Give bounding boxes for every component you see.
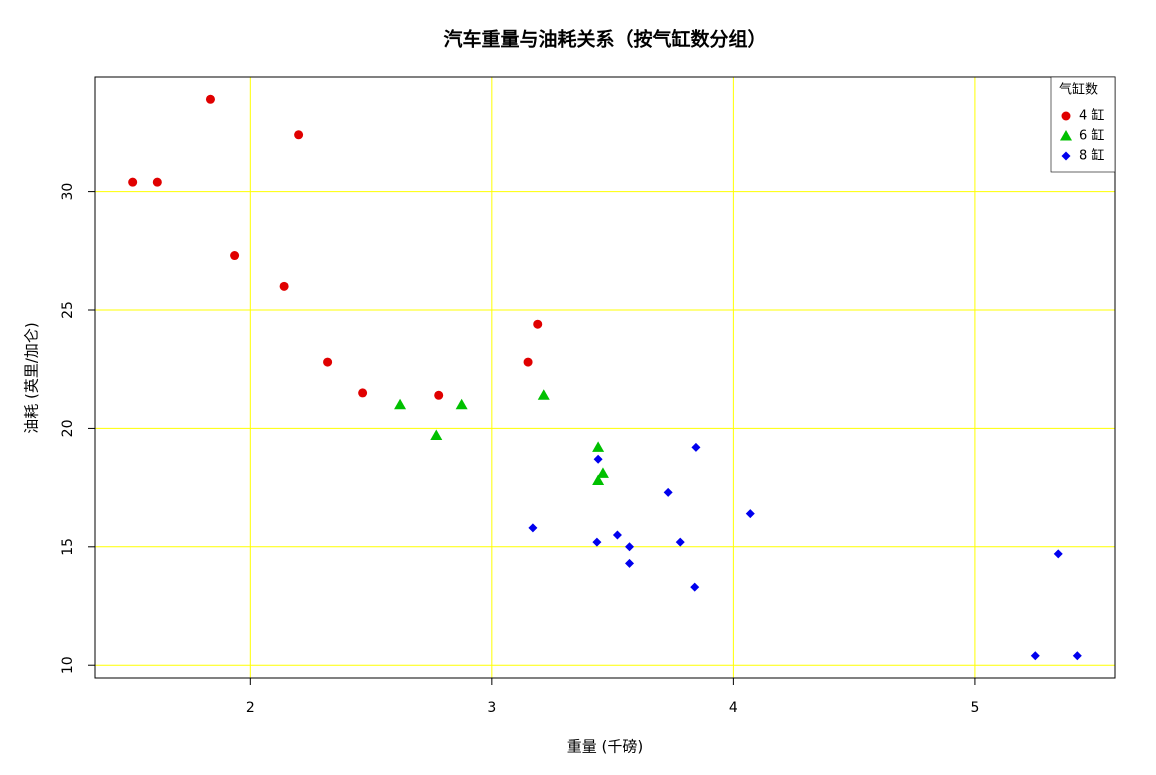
point bbox=[294, 130, 304, 140]
point bbox=[745, 509, 755, 519]
legend-label: 4 缸 bbox=[1079, 108, 1104, 124]
point bbox=[152, 177, 162, 187]
y-tick-label: 20 bbox=[60, 419, 76, 437]
point bbox=[230, 251, 240, 261]
y-tick-label: 30 bbox=[60, 183, 76, 201]
point bbox=[625, 558, 635, 568]
point bbox=[279, 281, 289, 291]
point bbox=[523, 357, 533, 367]
y-axis-label: 油耗 (英里/加仑) bbox=[23, 322, 41, 434]
legend-box bbox=[1050, 76, 1116, 173]
point bbox=[1053, 549, 1063, 559]
point bbox=[128, 177, 138, 187]
point bbox=[675, 537, 685, 547]
point bbox=[358, 388, 368, 398]
legend-marker bbox=[1061, 151, 1071, 161]
x-tick-label: 5 bbox=[970, 700, 979, 716]
point bbox=[537, 389, 550, 400]
point bbox=[434, 390, 444, 400]
point bbox=[592, 537, 602, 547]
point bbox=[1030, 651, 1040, 661]
plot-frame bbox=[94, 76, 1116, 679]
point bbox=[205, 94, 215, 104]
x-tick-label: 2 bbox=[246, 700, 255, 716]
point bbox=[592, 474, 605, 486]
point bbox=[1072, 651, 1082, 661]
legend-label: 8 缸 bbox=[1079, 148, 1104, 164]
legend-marker bbox=[1061, 111, 1071, 121]
point bbox=[593, 454, 603, 464]
point bbox=[430, 429, 443, 441]
point bbox=[592, 441, 605, 452]
point bbox=[533, 319, 543, 329]
y-tick-label: 10 bbox=[60, 656, 76, 674]
point bbox=[691, 442, 701, 452]
point bbox=[690, 582, 700, 592]
point bbox=[663, 487, 673, 497]
chart-title: 汽车重量与油耗关系（按气缸数分组） bbox=[443, 28, 766, 51]
point bbox=[528, 523, 538, 533]
legend-label: 6 缸 bbox=[1079, 128, 1104, 144]
point bbox=[323, 357, 333, 367]
y-tick-label: 15 bbox=[60, 538, 76, 556]
x-axis-label: 重量 (千磅) bbox=[567, 738, 643, 756]
point bbox=[625, 542, 635, 552]
x-tick-label: 3 bbox=[487, 700, 496, 716]
point bbox=[596, 467, 609, 478]
point bbox=[455, 398, 468, 410]
point bbox=[612, 530, 622, 540]
x-tick-label: 4 bbox=[729, 700, 738, 716]
y-tick-label: 25 bbox=[60, 301, 76, 319]
legend-marker bbox=[1060, 130, 1072, 141]
legend-title: 气缸数 bbox=[1059, 82, 1098, 98]
point bbox=[394, 398, 407, 410]
